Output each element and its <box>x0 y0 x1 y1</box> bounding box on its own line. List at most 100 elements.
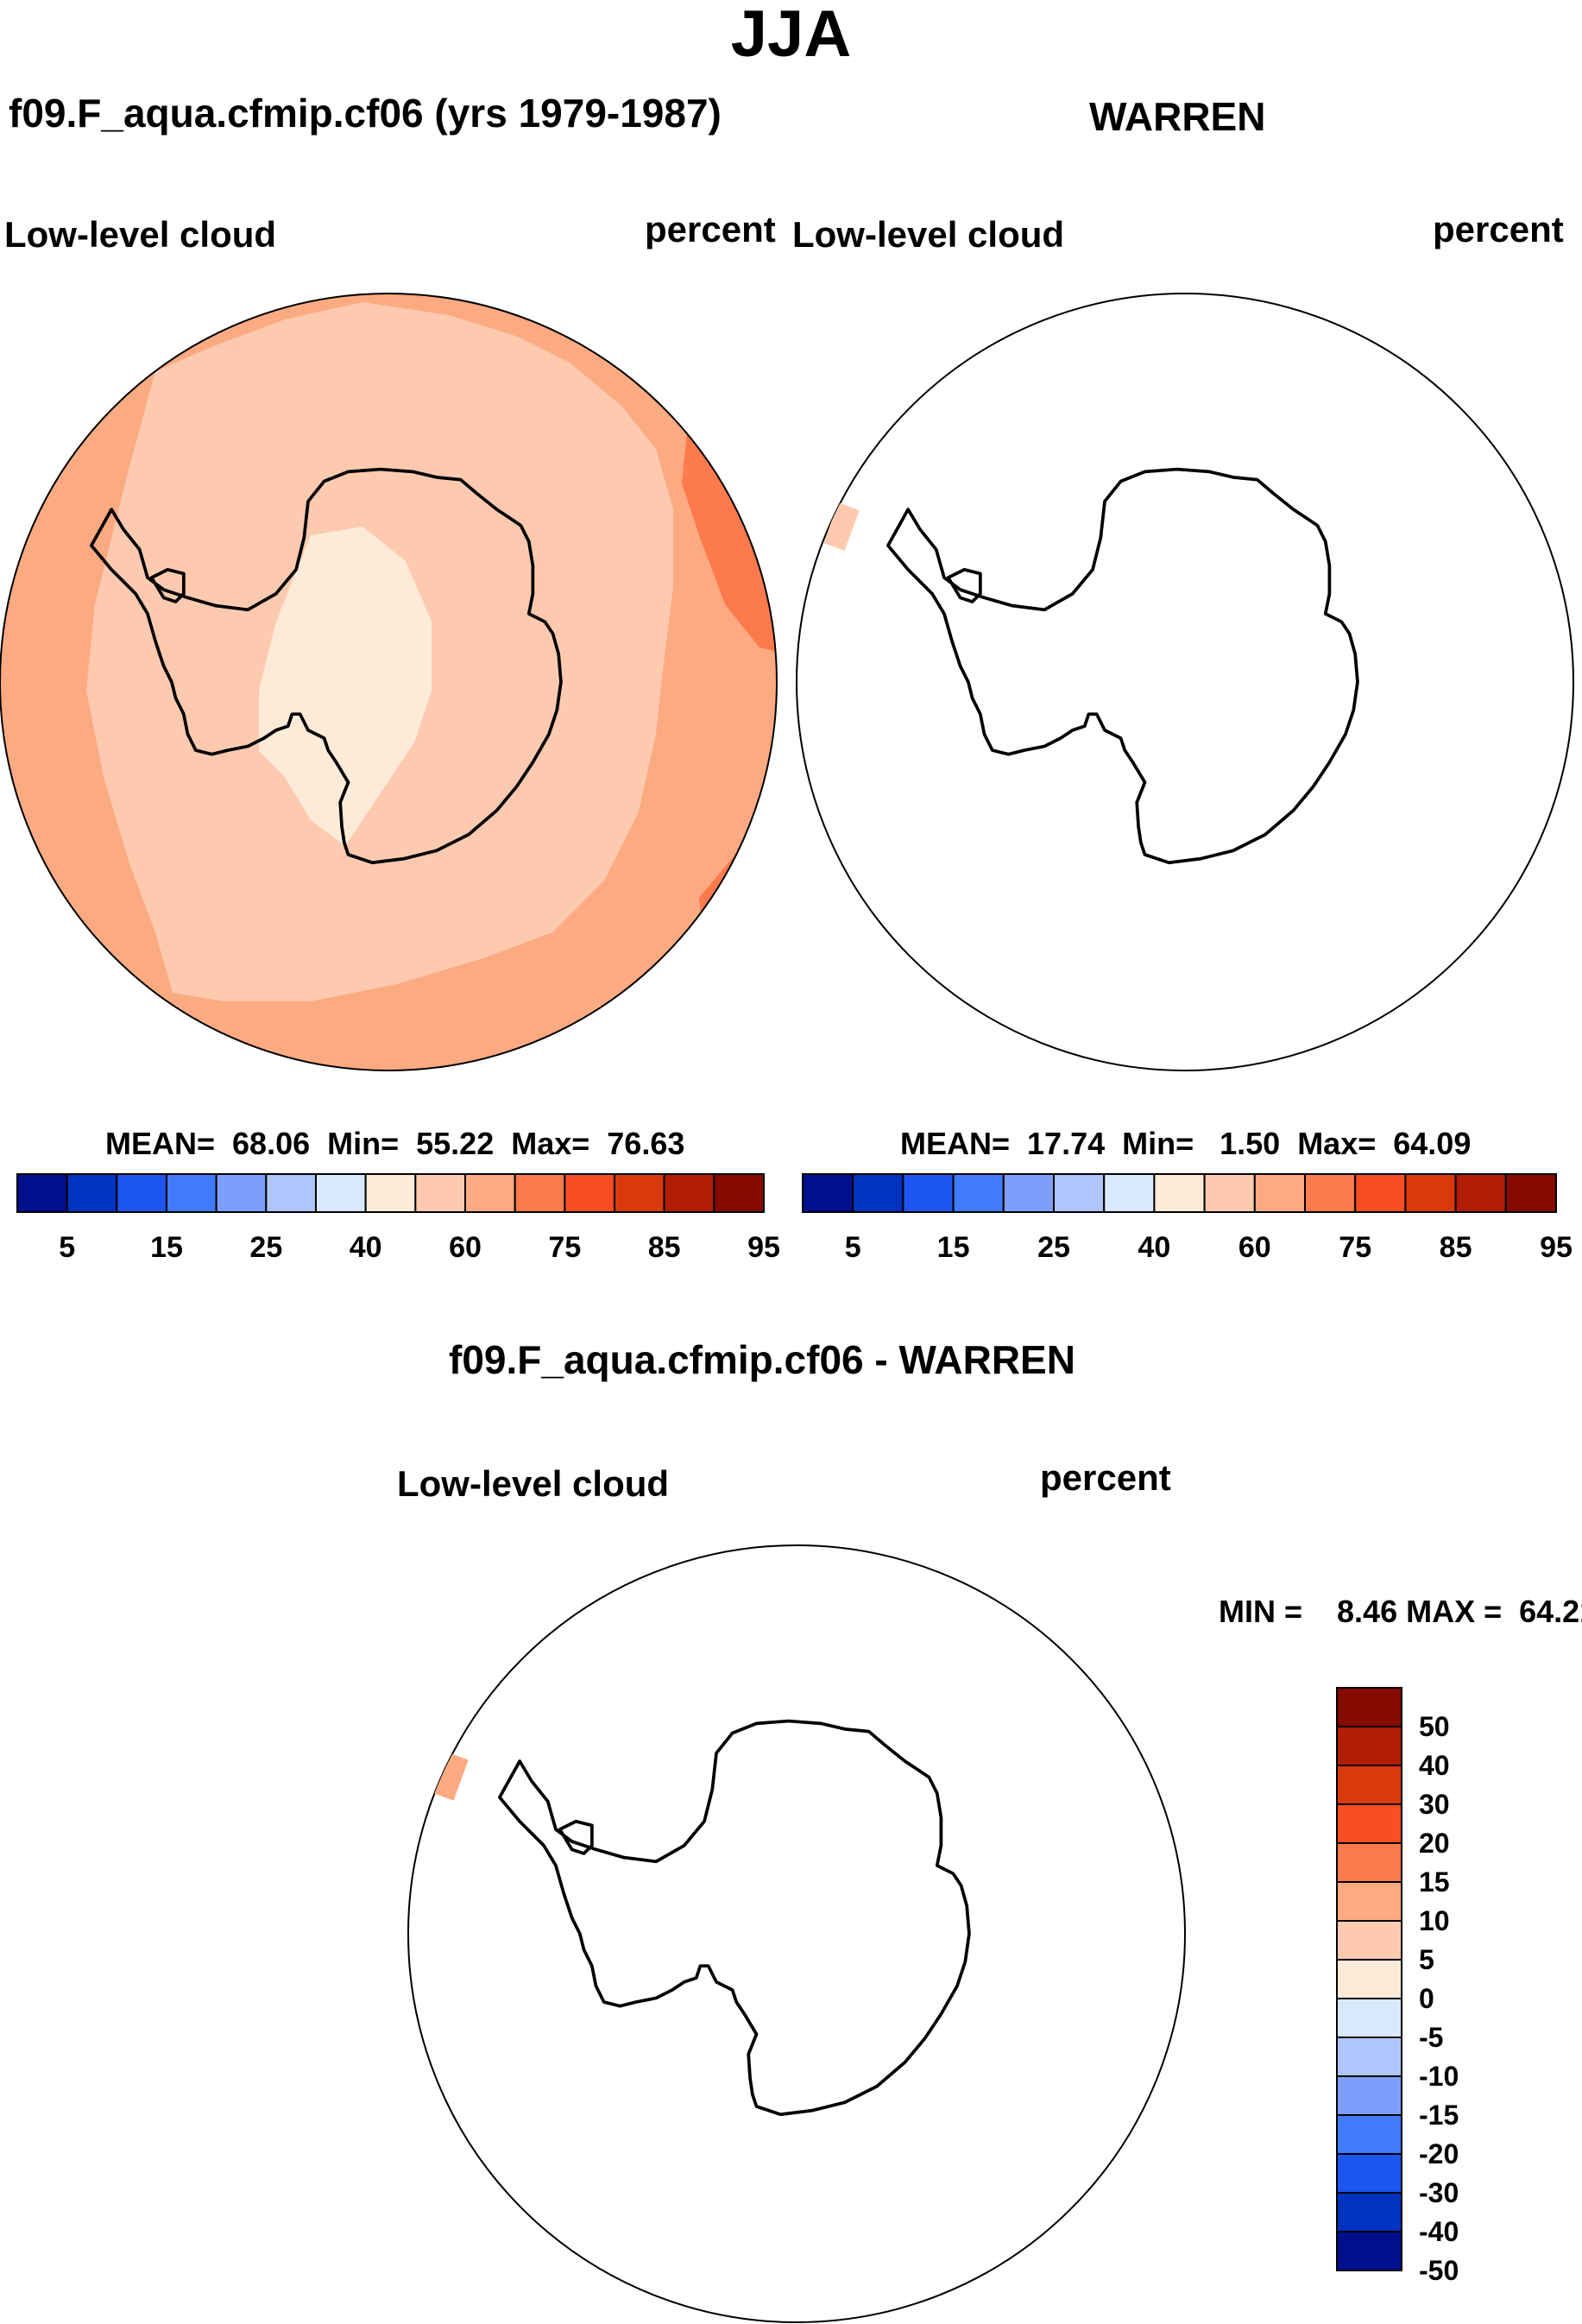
panel1-colorbar-tick-label: 40 <box>350 1231 382 1264</box>
panel1-stats: MEAN= 68.06 Min= 55.22 Max= 76.63 <box>105 1126 685 1161</box>
panel2-colorbar-tick-label: 85 <box>1440 1231 1472 1264</box>
panel3-colorbar-box <box>1336 2192 1402 2232</box>
panel3-colorbar-box <box>1336 1842 1402 1883</box>
panel2-patch <box>823 502 860 551</box>
panel1-colorbar-box <box>414 1173 467 1213</box>
panel2-colorbar-tick-label: 95 <box>1540 1231 1573 1264</box>
panel1-units-label: percent <box>645 209 776 249</box>
panel3-colorbar-tick-label: -10 <box>1419 2061 1459 2092</box>
panel3-colorbar-box <box>1336 2114 1402 2155</box>
panel3-colorbar-box <box>1336 1998 1402 2038</box>
panel3-colorbar-box <box>1336 1803 1402 1844</box>
panel1-colorbar-box <box>564 1173 615 1213</box>
panel2-variable-label: Low-level cloud <box>792 214 1065 255</box>
panel1-colorbar-box <box>166 1173 217 1213</box>
panel2-colorbar-box <box>1504 1173 1558 1213</box>
panel3-colorbar-tick-label: 40 <box>1419 1750 1450 1781</box>
panel2-colorbar-tick-label: 60 <box>1238 1231 1271 1264</box>
panel2-colorbar-box <box>952 1173 1005 1213</box>
panel3-colorbar-box <box>1336 1959 1402 1999</box>
panel2-colorbar-box <box>1253 1173 1307 1213</box>
panel1-colorbar-tick-label: 85 <box>648 1231 681 1264</box>
panel1-colorbar-tick-label: 60 <box>449 1231 482 1264</box>
panel2-colorbar-box <box>1103 1173 1156 1213</box>
panel2-units-label: percent <box>1433 209 1564 249</box>
panel3-colorbar-tick-label: -15 <box>1419 2100 1459 2131</box>
panel1-colorbar-tick-label: 75 <box>548 1231 581 1264</box>
panel1-colorbar-box <box>464 1173 516 1213</box>
panel3-colorbar-box <box>1336 2075 1402 2116</box>
panel1-colorbar-tick-label: 95 <box>747 1231 780 1264</box>
panel2-colorbar-box <box>852 1173 904 1213</box>
panel1-colorbar-box <box>215 1173 268 1213</box>
panel1-colorbar-tick-label: 15 <box>150 1231 183 1264</box>
panel3-colorbar-tick-label: -5 <box>1419 2022 1443 2053</box>
panel3-stats: MIN = 8.46 MAX = 64.21 <box>1219 1594 1582 1629</box>
panel2-map-border <box>796 293 1574 1071</box>
panel2-colorbar-tick-label: 15 <box>937 1231 970 1264</box>
panel3-colorbar-box <box>1336 2153 1402 2194</box>
panel3-colorbar-box <box>1336 1765 1402 1805</box>
panel3-map-border <box>407 1544 1186 2323</box>
panel1-colorbar-box <box>364 1173 417 1213</box>
panel3-colorbar-tick-label: 15 <box>1419 1866 1450 1898</box>
panel3-colorbar-box <box>1336 2037 1402 2077</box>
panel1-region-interior <box>259 527 432 846</box>
panel2-colorbar-box <box>1203 1173 1256 1213</box>
panel2-colorbar-tick-label: 40 <box>1138 1231 1170 1264</box>
panel1-colorbar-tick-label: 25 <box>249 1231 282 1264</box>
panel2-colorbar-box <box>1304 1173 1357 1213</box>
panel3-colorbar-box <box>1336 1687 1402 1727</box>
panel2-title: WARREN <box>1089 94 1266 139</box>
panel3-colorbar-tick-label: 50 <box>1419 1711 1450 1742</box>
panel3-colorbar-tick-label: -20 <box>1419 2138 1459 2169</box>
panel2-colorbar-box <box>1404 1173 1457 1213</box>
panel3-colorbar-tick-label: -30 <box>1419 2177 1459 2208</box>
panel3-title: f09.F_aqua.cfmip.cf06 - WARREN <box>449 1337 1075 1382</box>
panel3-colorbar-tick-label: 20 <box>1419 1828 1450 1859</box>
panel3-colorbar-box <box>1336 1726 1402 1766</box>
panel3-colorbar-tick-label: 30 <box>1419 1789 1450 1820</box>
panel2-colorbar: 5 15 25 40 60 75 85 95 <box>802 1173 1573 1264</box>
panel1-map-border <box>0 293 778 1071</box>
figure-title: JJA <box>730 0 852 71</box>
panel2-colorbar-box <box>1454 1173 1507 1213</box>
panel3-units-label: percent <box>1040 1457 1171 1498</box>
panel3-colorbar-tick-label: 0 <box>1419 1983 1434 2014</box>
panel1-colorbar-box <box>265 1173 318 1213</box>
panel1-colorbar: 5 15 25 40 60 75 85 95 <box>16 1173 780 1264</box>
panel2-colorbar-box <box>802 1173 854 1213</box>
panel1-colorbar-box <box>614 1173 665 1213</box>
panel2-colorbar-box <box>1053 1173 1106 1213</box>
panel1-colorbar-box <box>663 1173 715 1213</box>
panel2-colorbar-box <box>1153 1173 1206 1213</box>
panel1-colorbar-box <box>116 1173 167 1213</box>
panel1-colorbar-box <box>16 1173 68 1213</box>
panel1-colorbar-box <box>514 1173 566 1213</box>
panel3-colorbar-tick-label: 10 <box>1419 1905 1450 1936</box>
panel1-variable-label: Low-level cloud <box>4 214 277 255</box>
panel3-colorbar-box <box>1336 2231 1402 2271</box>
panel2-colorbar-box <box>902 1173 955 1213</box>
panel1-colorbar-box <box>66 1173 118 1213</box>
panel2-colorbar-box <box>1354 1173 1407 1213</box>
panel2-colorbar-box <box>1002 1173 1056 1213</box>
panel3-patch <box>429 1751 469 1801</box>
panel2-stats: MEAN= 17.74 Min= 1.50 Max= 64.09 <box>900 1126 1472 1161</box>
panel2-colorbar-tick-label: 75 <box>1339 1231 1371 1264</box>
panel1-colorbar-box <box>315 1173 367 1213</box>
panel1-title: f09.F_aqua.cfmip.cf06 (yrs 1979-1987) <box>9 91 722 136</box>
panel3-colorbar-tick-label: 5 <box>1419 1944 1434 1975</box>
panel2-colorbar-tick-label: 5 <box>845 1231 861 1264</box>
panel3-colorbar-tick-label: -50 <box>1419 2255 1459 2286</box>
panel2-colorbar-tick-label: 25 <box>1037 1231 1070 1264</box>
panel1-colorbar-box <box>713 1173 765 1213</box>
panel3-variable-label: Low-level cloud <box>397 1463 670 1504</box>
panel3-colorbar-box <box>1336 1920 1402 1961</box>
panel1-colorbar-tick-label: 5 <box>59 1231 75 1264</box>
panel3-colorbar-box <box>1336 1881 1402 1922</box>
panel3-colorbar-tick-label: -40 <box>1419 2216 1459 2247</box>
panel1-map <box>0 294 777 1070</box>
